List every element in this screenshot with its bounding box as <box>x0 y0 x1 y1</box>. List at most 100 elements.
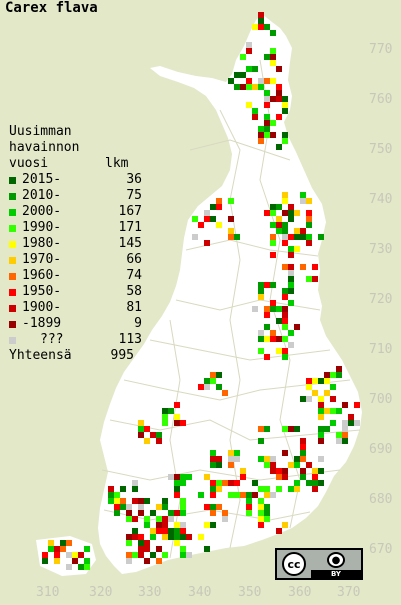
observation-square <box>120 504 126 510</box>
observation-square <box>144 498 150 504</box>
observation-square <box>246 510 252 516</box>
observation-square <box>144 546 150 552</box>
observation-square <box>288 282 294 288</box>
observation-square <box>270 234 276 240</box>
y-tick-label: 720 <box>369 292 392 307</box>
observation-square <box>174 540 180 546</box>
observation-square <box>186 474 192 480</box>
observation-square <box>294 234 300 240</box>
observation-square <box>84 546 90 552</box>
legend-swatch <box>9 224 16 232</box>
observation-square <box>84 564 90 570</box>
observation-square <box>318 234 324 240</box>
cc-by-license-badge[interactable]: cc ● BY <box>275 548 363 580</box>
legend-count: 113 <box>118 332 142 347</box>
observation-square <box>270 306 276 312</box>
cc-icon: cc <box>282 552 306 576</box>
observation-square <box>252 108 258 114</box>
observation-squares <box>42 12 360 570</box>
observation-square <box>318 456 324 462</box>
observation-square <box>204 384 210 390</box>
legend-label: 1970- <box>22 252 62 267</box>
observation-square <box>174 528 180 534</box>
observation-square <box>264 336 270 342</box>
observation-square <box>126 540 132 546</box>
observation-square <box>264 114 270 120</box>
observation-square <box>168 516 174 522</box>
legend-entry: 1970- 66 <box>9 252 142 268</box>
y-tick-label: 710 <box>369 342 392 357</box>
observation-square <box>342 432 348 438</box>
observation-square <box>300 450 306 456</box>
observation-square <box>306 234 312 240</box>
observation-square <box>300 396 306 402</box>
legend-header-line1: Uusimman <box>9 124 72 139</box>
legend-label: -1899 <box>22 316 62 331</box>
observation-square <box>312 378 318 384</box>
observation-square <box>300 198 306 204</box>
observation-square <box>264 516 270 522</box>
observation-square <box>264 132 270 138</box>
observation-square <box>258 510 264 516</box>
observation-square <box>186 552 192 558</box>
observation-square <box>276 84 282 90</box>
observation-square <box>258 12 264 18</box>
observation-square <box>270 282 276 288</box>
observation-square <box>246 42 252 48</box>
observation-square <box>342 426 348 432</box>
legend-label: 2015- <box>22 172 62 187</box>
observation-square <box>318 432 324 438</box>
legend: Uusimman havainnon vuosi lkm 2015- 36 201… <box>9 124 142 364</box>
observation-square <box>330 384 336 390</box>
observation-square <box>318 426 324 432</box>
observation-square <box>210 216 216 222</box>
observation-square <box>270 30 276 36</box>
observation-square <box>288 342 294 348</box>
observation-square <box>300 192 306 198</box>
legend-count: 171 <box>118 220 142 235</box>
observation-square <box>180 504 186 510</box>
finland-landmass <box>98 14 362 574</box>
observation-square <box>294 462 300 468</box>
observation-square <box>228 456 234 462</box>
y-tick-label: 680 <box>369 492 392 507</box>
observation-square <box>282 240 288 246</box>
observation-square <box>144 522 150 528</box>
observation-square <box>330 396 336 402</box>
legend-count: 75 <box>126 188 142 203</box>
observation-square <box>210 450 216 456</box>
observation-square <box>276 222 282 228</box>
observation-square <box>210 504 216 510</box>
observation-square <box>126 510 132 516</box>
observation-square <box>216 456 222 462</box>
observation-square <box>282 228 288 234</box>
legend-entry: ??? 113 <box>9 332 142 348</box>
observation-square <box>276 90 282 96</box>
observation-square <box>222 390 228 396</box>
observation-square <box>54 552 60 558</box>
observation-square <box>300 234 306 240</box>
observation-square <box>294 210 300 216</box>
observation-square <box>282 474 288 480</box>
observation-square <box>66 540 72 546</box>
observation-square <box>228 78 234 84</box>
observation-square <box>174 474 180 480</box>
observation-square <box>306 210 312 216</box>
observation-square <box>294 324 300 330</box>
observation-square <box>282 108 288 114</box>
observation-square <box>162 522 168 528</box>
x-tick-label: 310 <box>36 585 59 600</box>
observation-square <box>234 450 240 456</box>
observation-square <box>204 240 210 246</box>
observation-square <box>306 378 312 384</box>
observation-square <box>246 78 252 84</box>
observation-square <box>132 528 138 534</box>
observation-square <box>264 282 270 288</box>
observation-square <box>198 384 204 390</box>
legend-swatch <box>9 272 16 280</box>
observation-square <box>228 480 234 486</box>
observation-square <box>306 222 312 228</box>
observation-square <box>282 348 288 354</box>
observation-square <box>180 534 186 540</box>
